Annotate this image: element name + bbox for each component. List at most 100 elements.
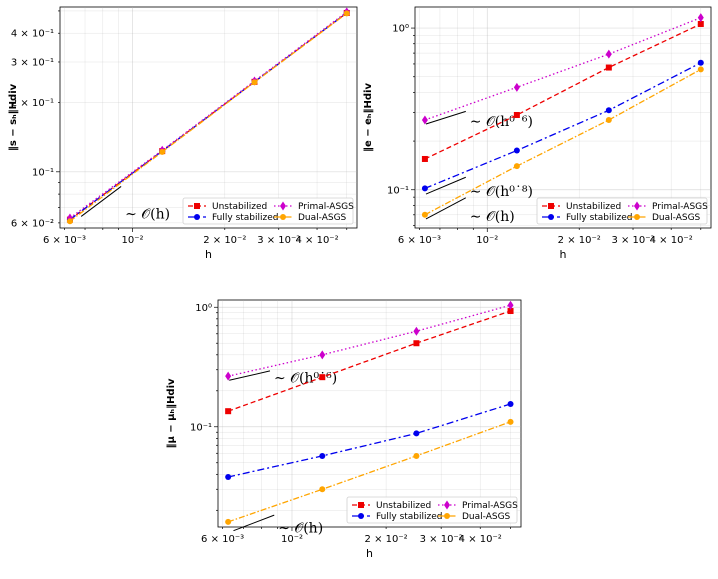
data-point [413,430,420,437]
reference-slope-label: ∼ 𝒪(h) [125,206,170,222]
data-point [159,148,166,155]
x-tick-label: 2 × 10⁻² [558,235,601,246]
x-axis-label: h [366,547,373,560]
y-axis-label: ‖s − sₕ‖Hdiv [8,83,19,151]
data-point [319,486,326,493]
legend-frame [346,496,518,524]
reference-slope-label: ∼ 𝒪(h) [278,521,323,537]
legend-entry: Unstabilized [376,501,431,511]
series-primal-asgs [225,300,514,381]
chart-2: 6 × 10⁻³ 10⁻² 2 × 10⁻² 3 × 10⁻²4 × 10⁻² 10⁻¹… [363,6,712,261]
data-point [507,418,514,425]
reference-slope-line [80,186,122,217]
x-tick-label: 2 × 10⁻² [203,235,246,246]
x-tick-label: 4 × 10⁻² [295,235,338,246]
legend-swatch-marker [634,214,640,220]
data-point [421,115,428,125]
reference-slope-line [229,370,271,381]
legend-entry: Dual-ASGS [652,213,701,223]
legend-entry: Fully stabilized [212,213,279,223]
y-tick-label: 10⁻¹ [32,167,54,178]
series-primal-asgs [421,13,704,125]
data-point [225,408,232,415]
legend-swatch-marker [280,201,286,211]
series-line [227,421,511,523]
legend-entry: Primal-ASGS [298,202,354,212]
reference-slope-line [233,514,275,532]
legend-frame [182,197,354,225]
data-point [605,64,612,71]
data-point [513,82,520,92]
legend-frame [536,197,708,225]
chart-3: 6 × 10⁻³ 10⁻² 2 × 10⁻² 3 × 10⁻²4 × 10⁻² 10⁻¹… [166,299,522,560]
y-tick-label: 3 × 10⁻¹ [11,57,54,68]
series-fully-stabilized [225,401,514,480]
y-tick-label: 10⁻¹ [387,185,409,196]
legend-swatch-marker [194,203,200,209]
series-line [69,12,348,222]
series-unstabilized [225,308,514,415]
series-line [227,304,511,377]
x-axis-label: h [560,248,567,261]
legend-swatch-marker [444,513,450,519]
data-point [225,518,232,525]
data-point [507,401,514,408]
y-tick-label: 10⁰ [392,24,409,35]
data-point [319,374,326,381]
legend-entry: Unstabilized [566,202,621,212]
data-point [251,79,258,86]
data-point [66,218,73,225]
data-point [413,340,420,347]
data-point [421,185,428,192]
x-axis-label: h [205,248,212,261]
data-point [413,452,420,459]
y-tick-label: 6 × 10⁻² [11,218,54,229]
series-unstabilized [421,20,704,162]
series-dual-asgs [66,10,350,225]
series-line [227,310,511,412]
data-point [343,10,350,17]
legend-swatch-marker [548,203,554,209]
series-line [424,17,702,121]
x-tick-label: 10⁻² [122,235,144,246]
y-tick-label: 10⁰ [195,303,212,314]
y-axis-label: ‖μ − μₕ‖Hdiv [166,378,177,449]
data-point [507,300,514,310]
x-tick-label: 6 × 10⁻³ [43,235,86,246]
legend-swatch-marker [444,500,450,510]
series-line [69,11,348,219]
x-tick-label: 6 × 10⁻³ [398,235,441,246]
series-line [424,23,702,160]
data-point [225,473,232,480]
data-point [697,66,704,73]
series-line [227,403,511,478]
x-tick-label: 10⁻² [281,534,303,545]
data-point [605,117,612,124]
data-point [421,155,428,162]
data-point [225,371,232,381]
chart-1: 6 × 10⁻³ 10⁻² 2 × 10⁻² 3 × 10⁻²4 × 10⁻² 6 × … [8,6,358,261]
data-point [319,452,326,459]
data-point [513,163,520,170]
x-tick-label: 6 × 10⁻³ [201,534,244,545]
x-tick-label: 3 × 10⁻² [611,235,654,246]
legend-entry: Dual-ASGS [298,213,347,223]
data-point [413,326,420,336]
reference-slope-line [425,176,466,195]
x-tick-label: 4 × 10⁻² [459,534,502,545]
data-point [421,211,428,218]
data-point [507,308,514,315]
y-tick-label: 4 × 10⁻¹ [11,29,54,40]
legend-swatch-marker [358,502,364,508]
y-axis-label: ‖e − eₕ‖Hdiv [363,83,374,152]
reference-slope-line [425,197,467,220]
x-tick-label: 4 × 10⁻² [650,235,693,246]
legend-swatch-marker [548,214,554,220]
x-tick-label: 10⁻² [476,235,498,246]
data-point [513,111,520,118]
data-point [605,49,612,59]
data-point [605,107,612,114]
